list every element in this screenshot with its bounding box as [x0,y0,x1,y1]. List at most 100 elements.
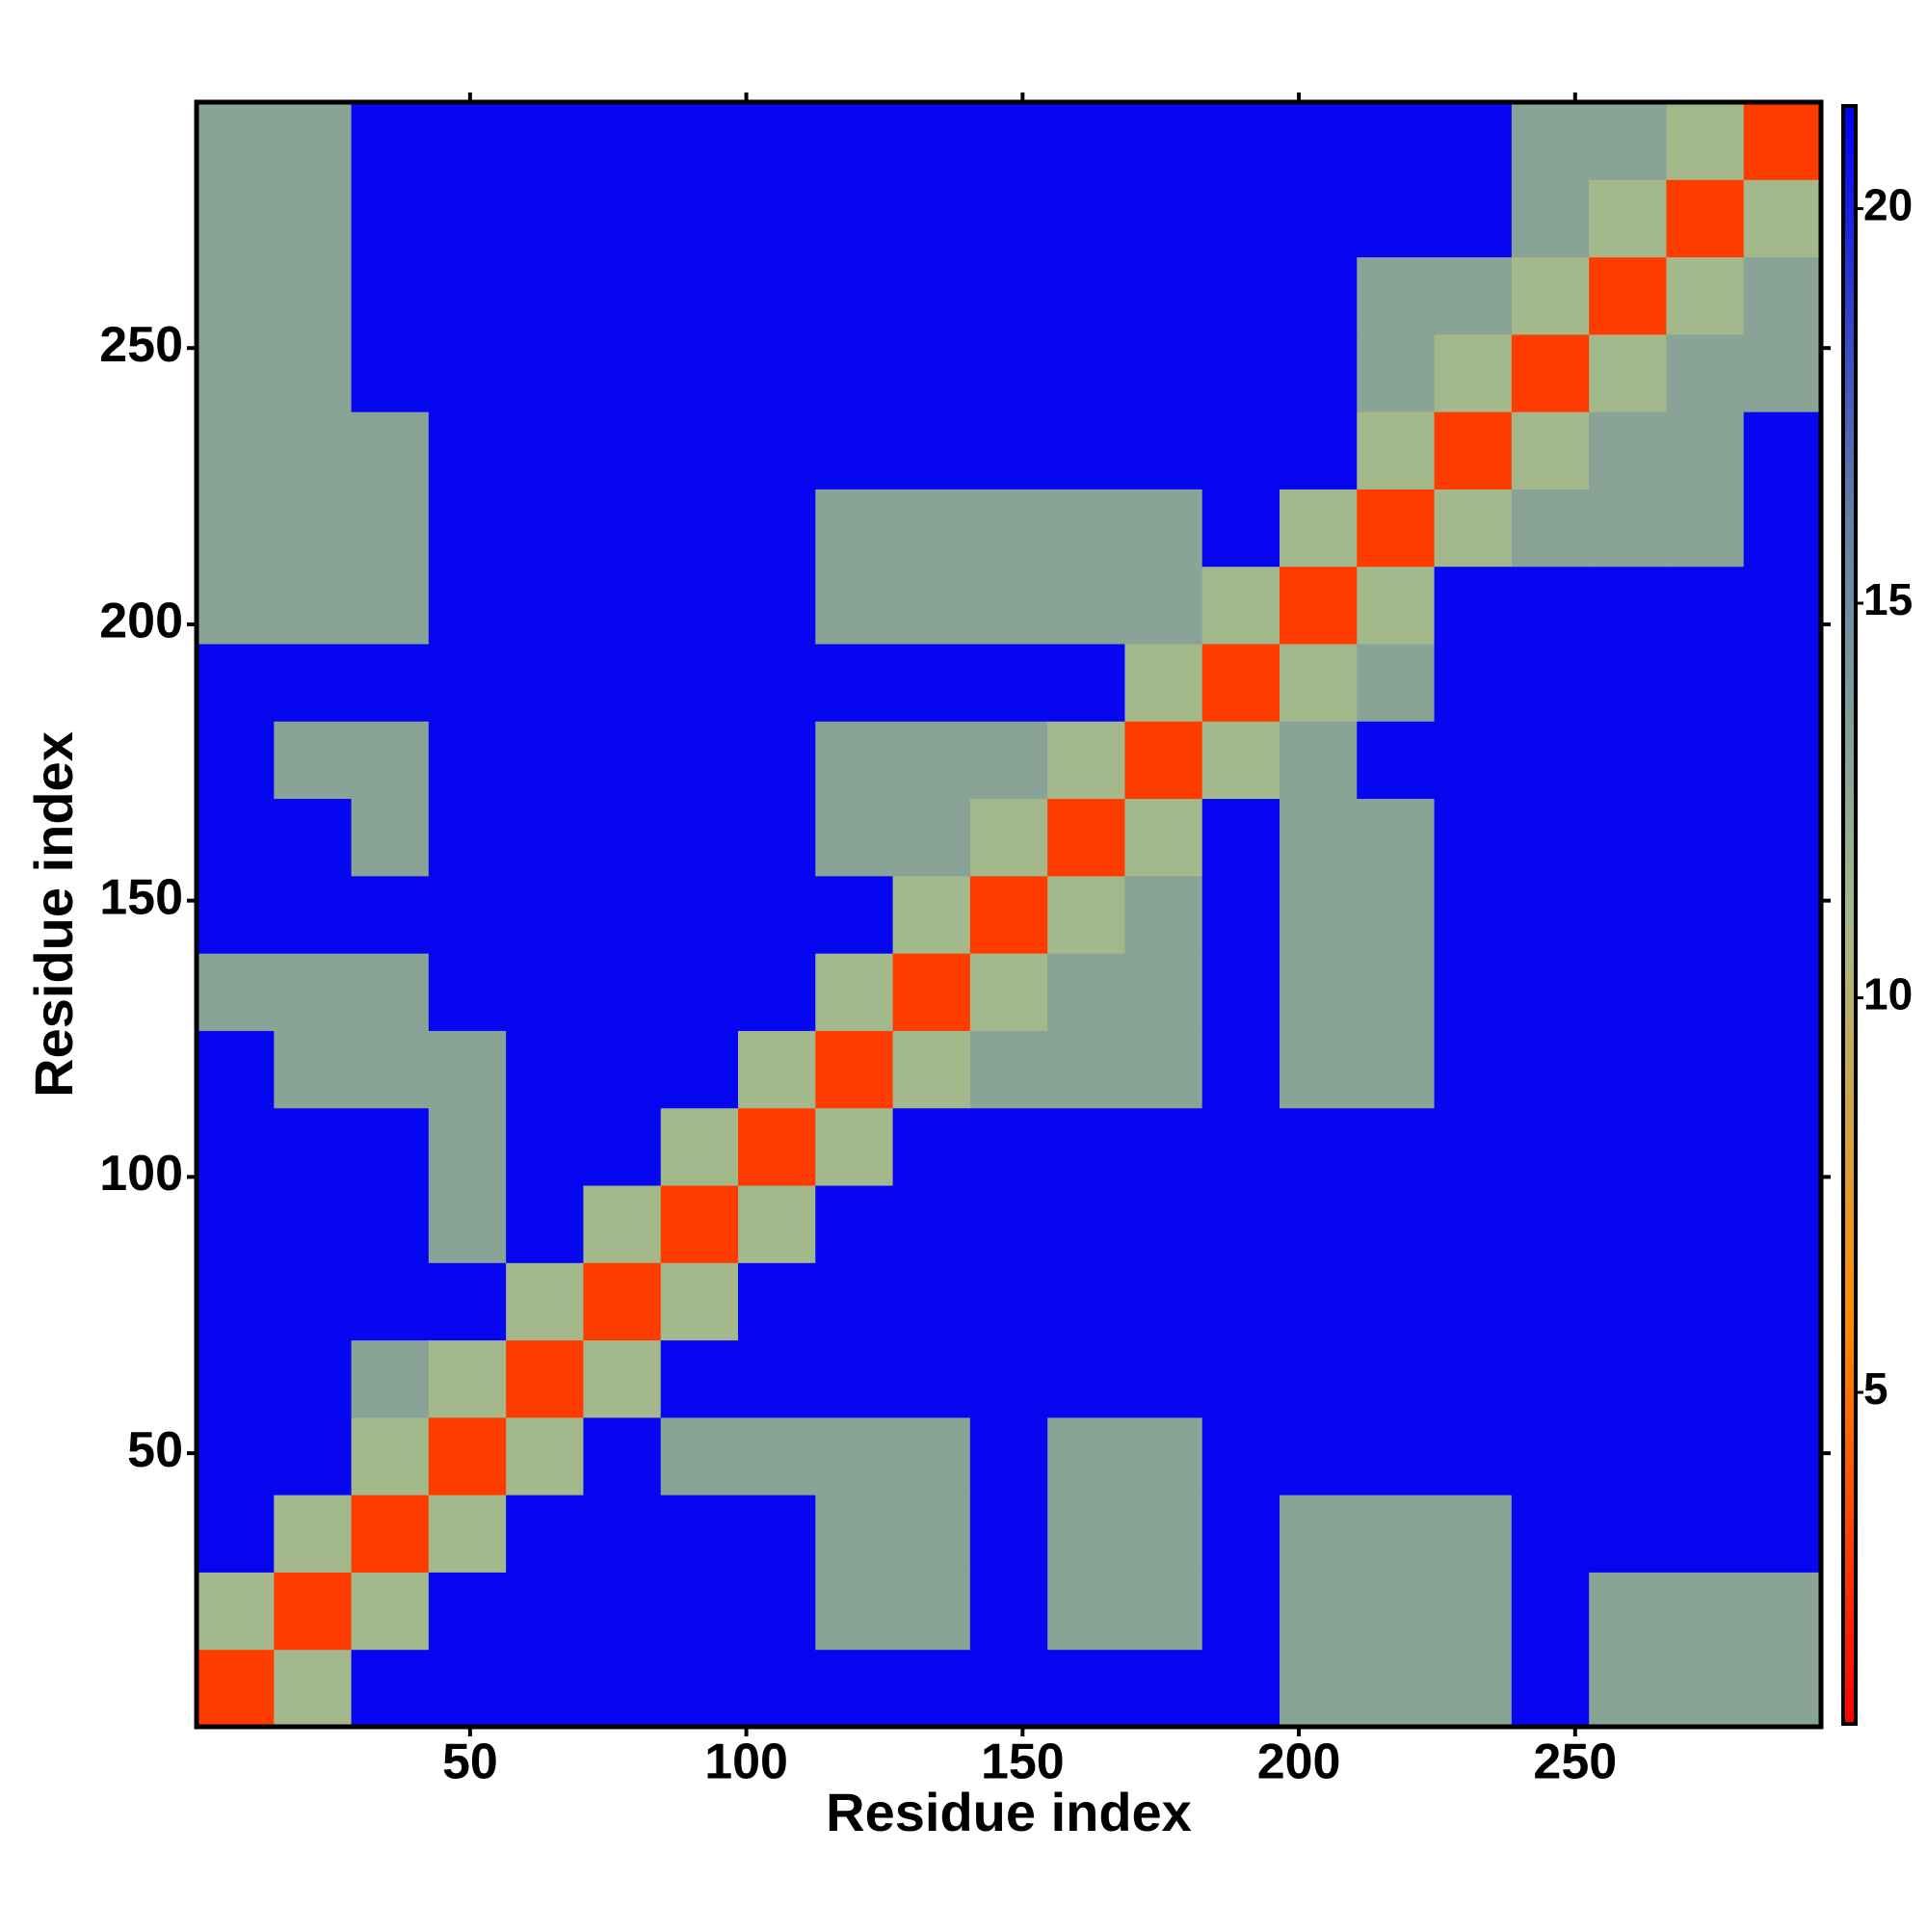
heatmap-cell [1124,721,1203,800]
heatmap-cell [738,489,816,568]
heatmap-cell [197,1185,275,1263]
heatmap-cell [892,102,971,180]
heatmap-cell [660,256,739,335]
x-tick-label: 250 [1533,1734,1617,1790]
heatmap-cell [351,489,430,568]
heatmap-cell [583,566,662,645]
heatmap-cell [274,875,353,954]
heatmap-cell [351,721,430,800]
heatmap-cell [197,644,275,722]
heatmap-cell [969,1572,1048,1651]
heatmap-cell [274,102,353,180]
heatmap-cell [1201,1339,1280,1418]
heatmap-cell [1743,1416,1822,1495]
heatmap-cell [738,1649,816,1728]
heatmap-cell [428,179,507,258]
heatmap-cell [583,721,662,800]
x-tick-label: 200 [1257,1734,1341,1790]
heatmap-cell [1280,179,1358,258]
heatmap-cell [351,1262,430,1341]
heatmap-cell [583,798,662,877]
heatmap-cell [583,1339,662,1418]
heatmap-cell [506,256,584,335]
heatmap-cell [738,1339,816,1418]
heatmap-cell [1047,1262,1125,1341]
heatmap-cell [351,1185,430,1263]
heatmap-cell [738,1030,816,1109]
heatmap-cell [1201,411,1280,490]
heatmap-cell [815,644,894,722]
heatmap-cell [1511,875,1590,954]
heatmap-cell [815,411,894,490]
heatmap-cell [1201,1030,1280,1109]
heatmap-cell [506,1572,584,1651]
heatmap-cell [1201,644,1280,722]
heatmap-cell [1589,798,1667,877]
heatmap-cell [660,1572,739,1651]
heatmap-cell [1124,411,1203,490]
heatmap-cell [1589,721,1667,800]
heatmap-cell [1434,1495,1513,1573]
heatmap-cell [1511,411,1590,490]
heatmap-cell [1047,1649,1125,1728]
heatmap-cell [583,1416,662,1495]
heatmap-cell [1666,1030,1745,1109]
heatmap-cell [274,256,353,335]
heatmap-cell [428,566,507,645]
heatmap-cell [506,1339,584,1418]
heatmap-cell [892,1339,971,1418]
heatmap-cell [351,875,430,954]
heatmap-cell [197,1339,275,1418]
heatmap-cell [1047,1416,1125,1495]
heatmap-cell [1357,1649,1436,1728]
heatmap-cell [1047,1572,1125,1651]
heatmap-cell [428,489,507,568]
heatmap-cell [1124,333,1203,412]
heatmap-cell [892,875,971,954]
heatmap-cell [1434,1107,1513,1186]
heatmap-cell [506,566,584,645]
heatmap-cell [815,1030,894,1109]
heatmap-cell [428,1185,507,1263]
heatmap-cell [1124,102,1203,180]
heatmap-cell [660,1030,739,1109]
heatmap-cell [660,721,739,800]
heatmap-cell [1357,1416,1436,1495]
heatmap-cell [1666,644,1745,722]
heatmap-cell [1511,1185,1590,1263]
heatmap-cell [892,721,971,800]
heatmap-cell [351,953,430,1031]
heatmap-cell [1047,1030,1125,1109]
heatmap-cell [428,1030,507,1109]
heatmap-cell [274,489,353,568]
heatmap-cell [1666,798,1745,877]
heatmap-cell [1434,256,1513,335]
heatmap-cell [1280,1495,1358,1573]
heatmap-cell [815,721,894,800]
heatmap-cell [892,489,971,568]
heatmap-cell [1511,1572,1590,1651]
heatmap-cell [197,798,275,877]
heatmap-cell [274,411,353,490]
heatmap-cell [1434,333,1513,412]
heatmap-cell [274,1262,353,1341]
heatmap-cell [738,798,816,877]
heatmap-cell [969,102,1048,180]
heatmap-cell [583,875,662,954]
heatmap-cell [1743,489,1822,568]
heatmap-cell [969,1649,1048,1728]
heatmap-cell [1666,1339,1745,1418]
heatmap-cell [1047,798,1125,877]
heatmap-cell [1666,721,1745,800]
heatmap-cell [1280,721,1358,800]
heatmap-cell [892,256,971,335]
heatmap-cell [1124,1339,1203,1418]
heatmap-cell [969,566,1048,645]
heatmap-cell [1589,179,1667,258]
heatmap-cell [583,256,662,335]
heatmap-cell [506,1030,584,1109]
heatmap-cell [1434,102,1513,180]
heatmap-cell [1743,721,1822,800]
